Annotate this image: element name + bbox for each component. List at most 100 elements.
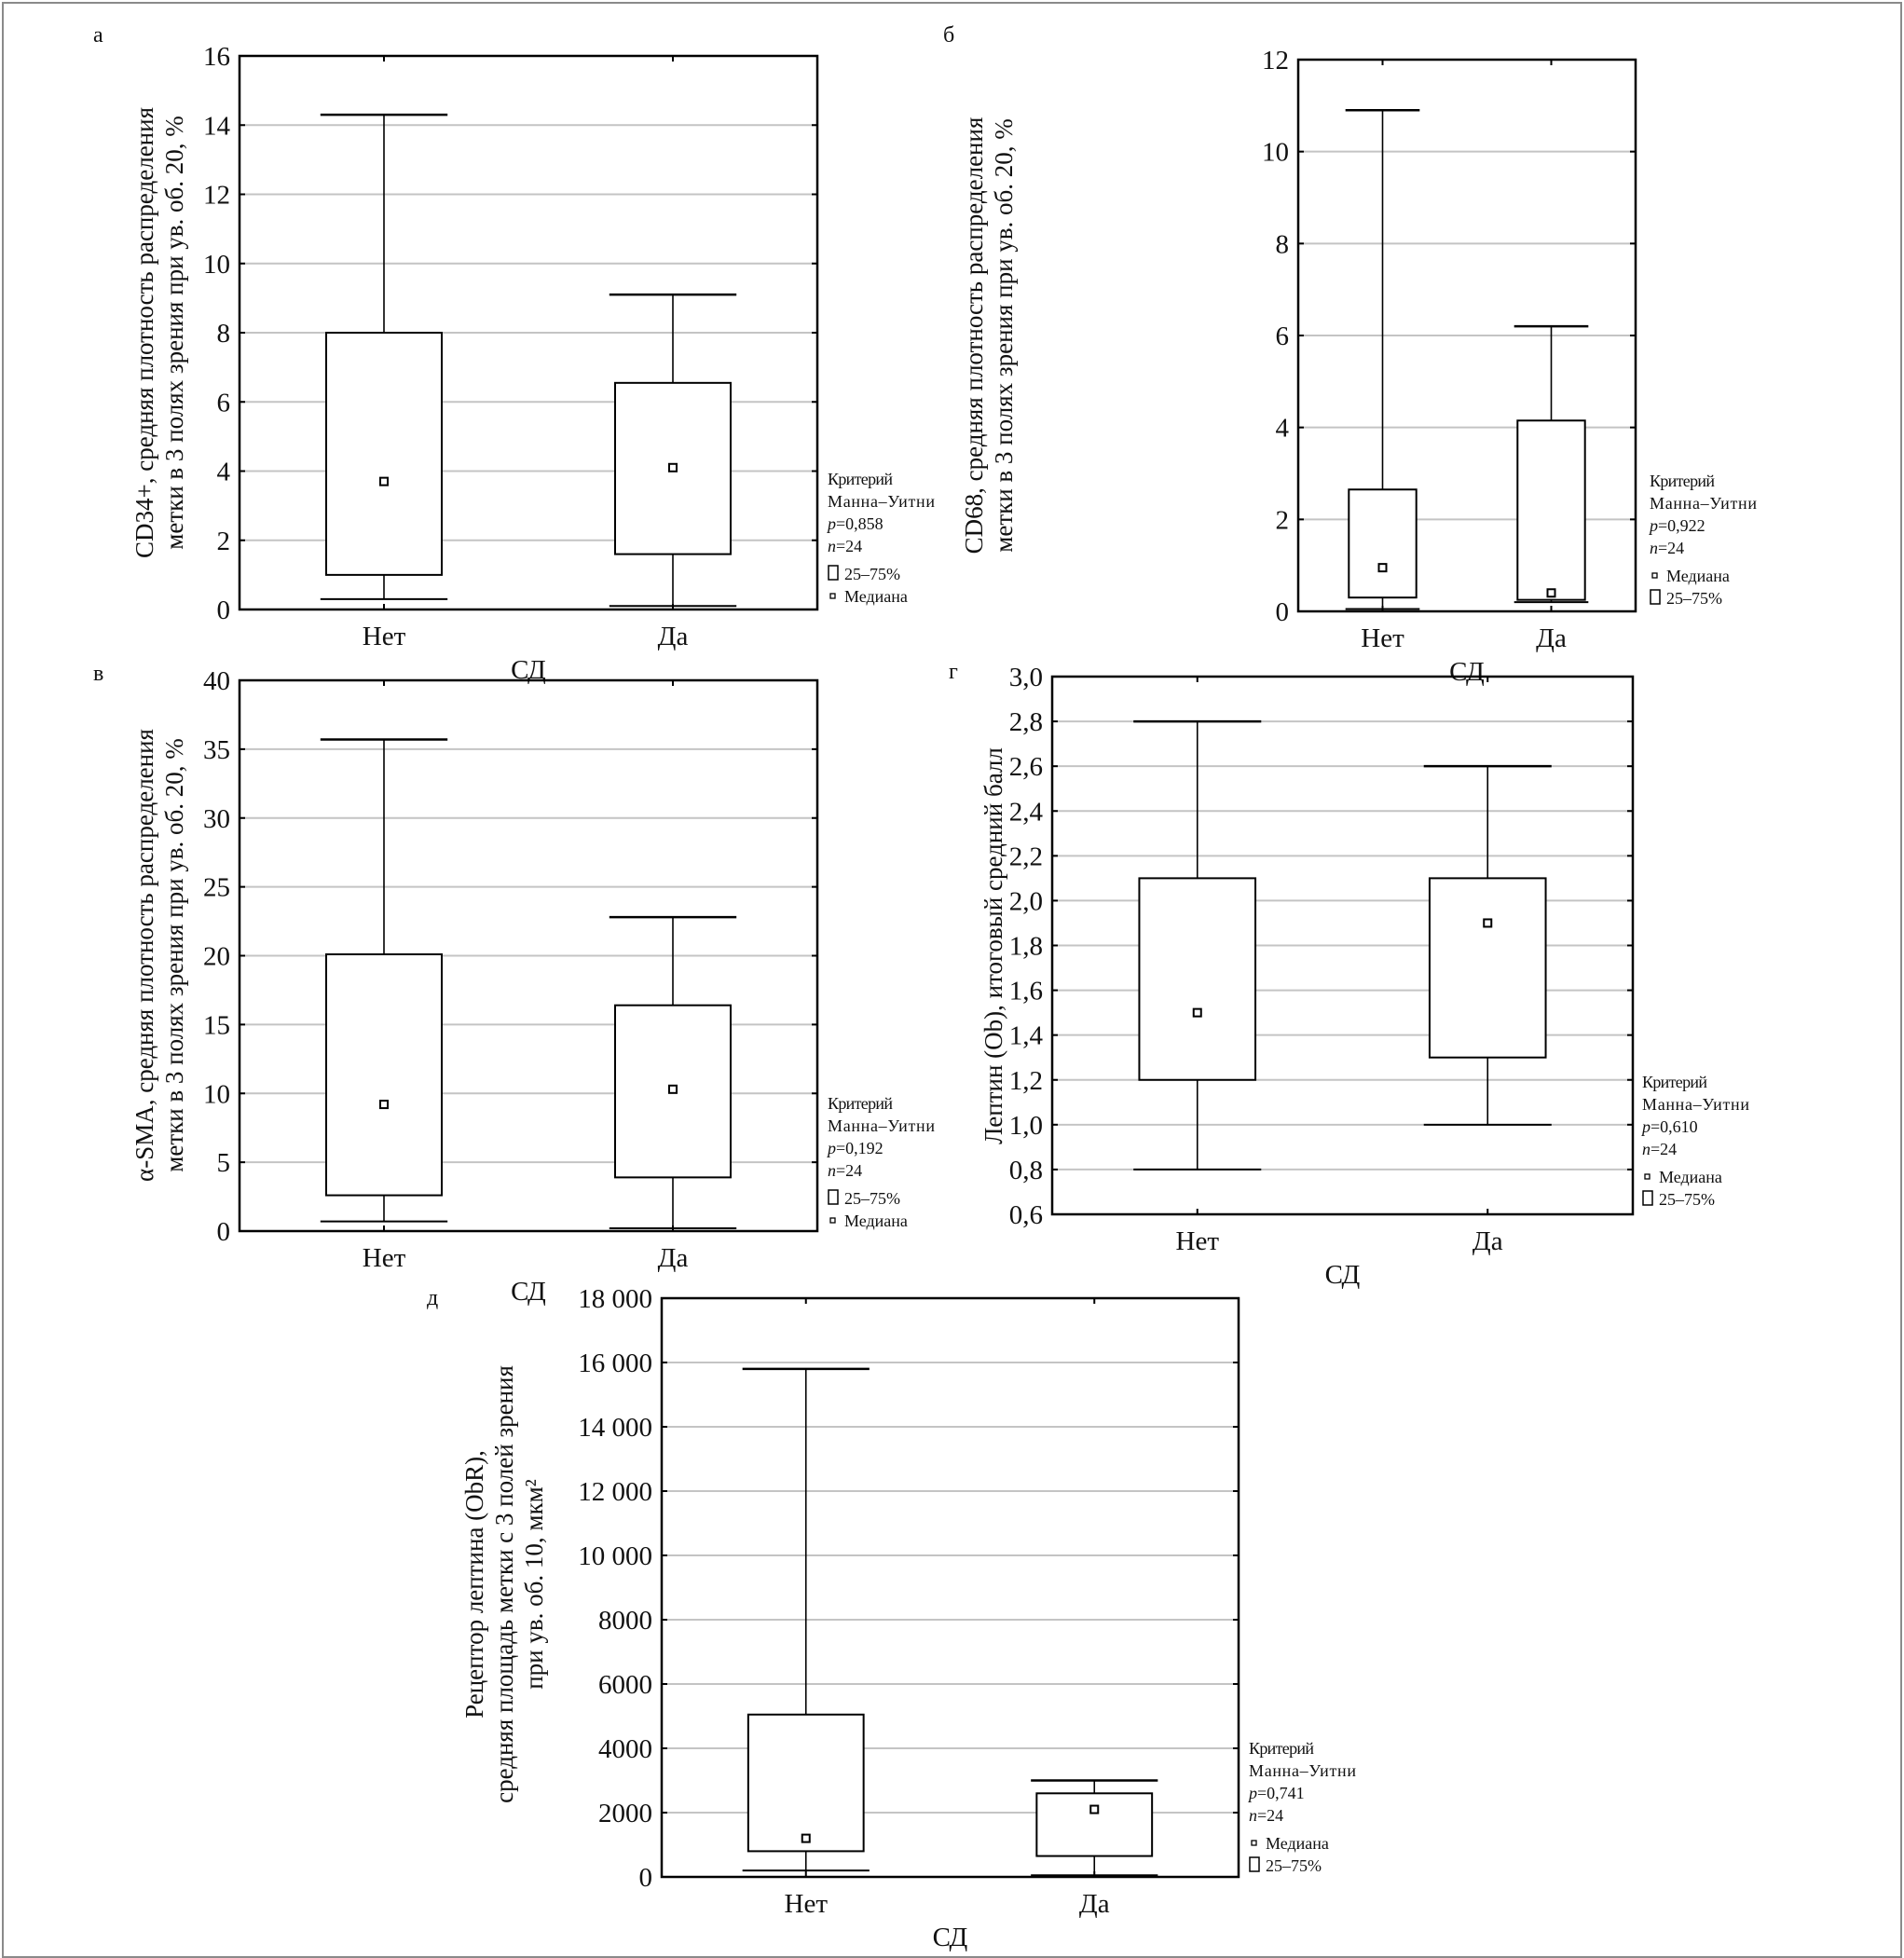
legend-median-icon [829, 1217, 836, 1224]
n-value-text: =24 [1257, 1806, 1283, 1825]
chart-panel-3: 0 5 10 15 20 25 30 35 40 Нет Да СД α-SMA, средняя пл… [93, 662, 935, 1307]
test-name: Критерий [1650, 472, 1715, 490]
box-Нет: Нет [742, 1298, 870, 1919]
y-tick-label: 8 [217, 319, 231, 349]
y-tick-label: 10 000 [578, 1541, 652, 1571]
legend-item-box: 25–75% [828, 1189, 900, 1208]
y-tick-label: 15 [203, 1010, 230, 1040]
box-Да: Да [1031, 1298, 1158, 1919]
n-symbol: n [1642, 1140, 1651, 1158]
test-name: Манна–Уитни [1650, 494, 1757, 513]
y-tick-label: 0,6 [1009, 1200, 1043, 1230]
y-tick-label: 2,8 [1009, 707, 1043, 737]
y-tick-label: 2,6 [1009, 752, 1043, 782]
y-axis-title-line: средняя площадь метки с 3 полей зрения [490, 1365, 518, 1803]
y-tick-label: 4 [1276, 414, 1290, 444]
y-tick-label: 6000 [598, 1670, 652, 1700]
median-marker [668, 462, 678, 472]
y-tick-label: 12 [1262, 46, 1289, 75]
x-category-label: Нет [1361, 623, 1404, 653]
y-tick-label: 14 [203, 111, 231, 141]
x-axis-title: СД [511, 1277, 546, 1307]
y-tick-label: 18 000 [578, 1284, 652, 1314]
median-marker [1089, 1804, 1100, 1814]
legend-label: 25–75% [844, 1189, 900, 1208]
n-value-text: =24 [836, 1161, 862, 1180]
box-Нет: Нет [1133, 677, 1262, 1256]
median-marker [1483, 918, 1493, 928]
legend-box-icon [1249, 1856, 1260, 1872]
y-tick-label: 0 [1276, 597, 1290, 627]
y-tick-label: 14 000 [578, 1413, 652, 1443]
x-axis-title: СД [933, 1923, 968, 1952]
test-name: Критерий [828, 470, 893, 488]
sample-size: n=24 [1249, 1806, 1283, 1825]
p-value-text: =0,858 [836, 514, 884, 533]
test-name: Манна–Уитни [1642, 1095, 1749, 1114]
test-name: Манна–Уитни [1249, 1761, 1356, 1780]
y-tick-label: 0,8 [1009, 1156, 1043, 1185]
x-category-label: Да [1079, 1889, 1110, 1919]
y-axis-title-line: метки в 3 полях зрения при ув. об. 20, % [990, 118, 1018, 553]
n-value-text: =24 [1658, 539, 1684, 557]
y-tick-label: 1,4 [1009, 1021, 1044, 1051]
legend-median-icon [1644, 1173, 1651, 1180]
x-axis-title: СД [1325, 1260, 1361, 1290]
median-marker [1546, 588, 1556, 598]
legend-item-box: 25–75% [1249, 1856, 1322, 1875]
y-tick-label: 10 [203, 1079, 230, 1109]
legend-box-icon [828, 565, 839, 581]
median-marker [379, 476, 389, 486]
y-axis-title: Лептин (Ob), итоговый средний балл [979, 747, 1007, 1144]
median-marker [1377, 563, 1388, 573]
y-axis-title-line: CD34+, средняя плотность распределения [130, 107, 158, 558]
y-tick-label: 20 [203, 942, 230, 972]
legend-box-icon [1642, 1190, 1653, 1206]
sample-size: n=24 [828, 1161, 862, 1180]
y-tick-label: 10 [1262, 138, 1289, 168]
median-marker [379, 1100, 389, 1110]
iqr-box [1516, 419, 1586, 601]
sample-size: n=24 [828, 537, 862, 555]
plot-area [1050, 675, 1635, 1216]
y-tick-label: 0 [217, 596, 231, 625]
y-tick-label: 40 [203, 666, 230, 696]
y-tick-label: 12 000 [578, 1477, 652, 1507]
chart-panel-4: 0,6 0,8 1,0 1,2 1,4 1,6 1,8 2,0 2,2 2,4 2,6 2,8 3,0 Н… [949, 660, 1749, 1290]
iqr-box [325, 332, 443, 576]
y-tick-label: 2,0 [1009, 886, 1043, 916]
y-tick-label: 16 [203, 42, 230, 72]
box-Нет: Нет [320, 680, 448, 1273]
p-symbol: p [1247, 1784, 1257, 1802]
box-Нет: Нет [1345, 60, 1420, 653]
y-tick-label: 35 [203, 735, 230, 765]
y-tick-label: 10 [203, 250, 230, 280]
y-axis-title: α-SMA, средняя плотность распределенияме… [130, 729, 188, 1182]
test-name: Манна–Уитни [828, 1116, 935, 1135]
legend-label: 25–75% [844, 565, 900, 583]
legend-item-median: Медиана [1651, 567, 1730, 585]
p-value: p=0,192 [826, 1139, 884, 1157]
n-symbol: n [828, 1161, 836, 1180]
y-tick-label: 25 [203, 873, 230, 903]
y-axis-title-line: CD68, средняя плотность распределения [960, 117, 988, 555]
panel-label: б [943, 23, 954, 48]
y-tick-label: 2 [217, 527, 231, 556]
x-category-label: Нет [363, 622, 406, 651]
p-value: p=0,741 [1247, 1784, 1305, 1802]
y-axis-title-line: Рецептор лептина (ObR), [460, 1450, 488, 1718]
chart-panel-5: 0 2000 4000 6000 8000 10 000 12 000 14 000 16 00… [427, 1284, 1356, 1952]
n-symbol: n [828, 537, 836, 555]
test-name: Критерий [1249, 1739, 1314, 1758]
y-tick-label: 2 [1276, 505, 1290, 535]
median-marker [801, 1833, 811, 1843]
y-tick-label: 12 [203, 181, 230, 211]
y-tick-label: 4 [217, 458, 231, 487]
y-axis-title: CD68, средняя плотность распределениямет… [960, 117, 1018, 555]
legend-label: 25–75% [1659, 1190, 1715, 1209]
legend-label: 25–75% [1666, 589, 1722, 608]
legend-item-median: Медиана [1251, 1834, 1329, 1853]
panel-label: в [93, 662, 103, 686]
plot-area [238, 54, 819, 611]
